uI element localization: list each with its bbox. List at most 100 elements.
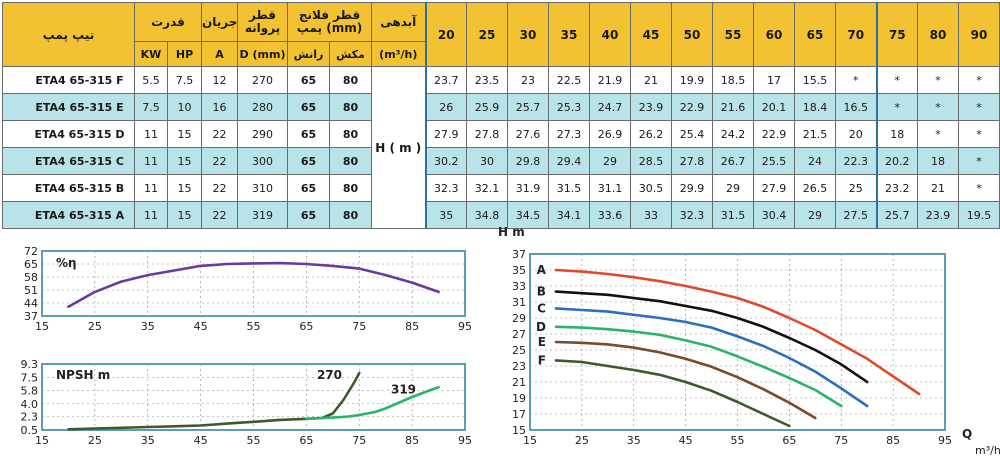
flow-header-45: 45 [630,2,673,67]
table-row: ETA4 65-315 B 11 15 22 310 65 80 32.3 32.1 31.9 31… [2,174,1000,202]
cell-hp: 10 [166,93,203,121]
cell-discharge: 65 [287,201,331,229]
x-tick-label: 95 [938,434,952,447]
y-tick-label: 35 [512,264,526,277]
x-tick-label: 35 [627,434,641,447]
y-tick-label: 19 [512,392,526,405]
x-tick-label: 45 [679,434,693,447]
x-tick-label: 55 [247,320,261,333]
cell-head-60: 20.1 [753,93,796,121]
curve-label-D: D [536,320,546,334]
curve-label-E: E [538,335,546,349]
cell-model: ETA4 65-315 A [2,201,135,229]
x-tick-label: 15 [35,434,49,447]
cell-suction: 80 [329,93,373,121]
flow-header-40: 40 [589,2,632,67]
flow-header-60: 60 [753,2,796,67]
x-axis-label: Q [962,427,972,441]
x-tick-label: 25 [575,434,589,447]
curve-label-A: A [537,263,547,277]
plot-frame [41,250,466,317]
series-line-D [554,325,843,408]
cell-head-45: 33 [630,201,673,229]
series-label-270: 270 [317,368,342,382]
x-tick-label: 75 [352,434,366,447]
series-line-F [554,359,791,428]
y-tick-label: 0.5 [21,424,39,437]
y-axis-label: H m [498,225,525,239]
cell-head-20: 30.2 [424,147,468,175]
cell-kw: 11 [134,147,168,175]
cell-impeller: 280 [237,93,289,121]
cell-head-45: 23.9 [630,93,673,121]
cell-head-70: 20 [835,120,878,148]
cell-head-25: 32.1 [466,174,509,202]
cell-head-80: * [917,93,960,121]
x-tick-label: 55 [731,434,745,447]
cell-head-80: 23.9 [917,201,960,229]
cell-suction: 80 [329,201,373,229]
cell-current: 22 [201,201,239,229]
x-tick-label: 25 [88,434,102,447]
table-row: ETA4 65-315 E 7.5 10 16 280 65 80 26 25.9 25.7 25.… [2,93,1000,121]
x-tick-label: 35 [141,434,155,447]
cell-hp: 7.5 [166,66,203,94]
cell-head-70: 25 [835,174,878,202]
efficiency-title: %η [56,256,77,270]
cell-head-20: 35 [424,201,468,229]
y-tick-label: 29 [512,312,526,325]
cell-h-label: H ( m ) [371,66,427,229]
y-tick-label: 25 [512,344,526,357]
cell-hp: 15 [166,147,203,175]
cell-discharge: 65 [287,120,331,148]
header-power: قدرت [133,2,203,42]
series-line-C [554,307,869,408]
cell-head-90: * [958,93,1000,121]
flow-header-25: 25 [466,2,509,67]
curve-label-B: B [537,285,546,299]
cell-head-40: 33.6 [589,201,632,229]
cell-head-45: 26.2 [630,120,673,148]
pump-spec-table: تیپ پمپ قدرت جریان قطر پروانه قطر فلانج … [2,2,1000,229]
cell-head-55: 29 [712,174,755,202]
header-flow-unit: (m³/h) [371,41,427,67]
x-tick-label: 75 [352,320,366,333]
header-discharge: رانش [287,41,331,67]
y-tick-label: 33 [512,280,526,293]
cell-model: ETA4 65-315 E [2,93,135,121]
cell-hp: 15 [166,174,203,202]
series-line-270 [67,371,361,431]
x-tick-label: 45 [194,320,208,333]
series-line-319 [305,386,440,421]
header-model: تیپ پمپ [2,2,135,67]
cell-head-50: 32.3 [671,201,714,229]
y-tick-label: 51 [24,284,38,297]
series-line-E [554,340,817,420]
y-tick-label: 27 [512,328,526,341]
cell-head-30: 29.8 [507,147,550,175]
cell-head-20: 23.7 [424,66,468,94]
cell-head-35: 27.3 [548,120,591,148]
series-label-319: 319 [391,382,416,396]
cell-head-90: * [958,147,1000,175]
cell-head-65: 29 [794,201,837,229]
cell-suction: 80 [329,120,373,148]
cell-head-30: 34.5 [507,201,550,229]
y-tick-label: 2.3 [21,411,39,424]
x-axis-unit: m³/h [975,444,1000,457]
cell-head-75: 23.2 [875,174,919,202]
x-tick-label: 65 [299,320,313,333]
header-a: A [201,41,239,67]
cell-head-55: 18.5 [712,66,755,94]
cell-head-80: 18 [917,147,960,175]
cell-head-55: 31.5 [712,201,755,229]
table-row: ETA4 65-315 A 11 15 22 319 65 80 35 34.8 34.5 34.1… [2,201,1000,229]
x-tick-label: 85 [405,434,419,447]
cell-head-70: 27.5 [835,201,878,229]
series-line-B [554,290,869,384]
flow-header-20: 20 [424,2,468,67]
series-line-eff [67,261,440,308]
cell-head-75: * [875,66,919,94]
cell-head-65: 24 [794,147,837,175]
